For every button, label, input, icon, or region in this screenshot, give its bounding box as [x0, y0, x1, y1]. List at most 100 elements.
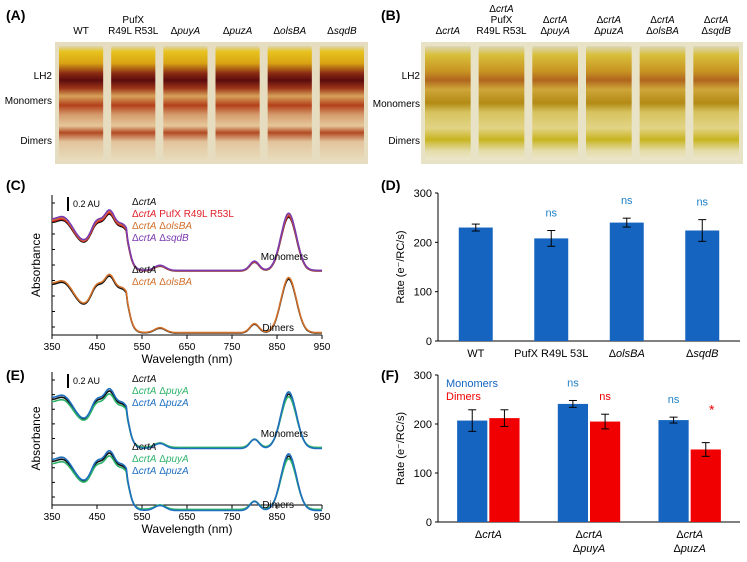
x-category-label-2-line-0: ΔcrtA [676, 529, 703, 541]
significance-label: ns [621, 195, 633, 207]
spectrum-dimers-1 [51, 273, 322, 334]
x-tick-label: 750 [224, 342, 241, 353]
spectrum-monomers-2 [52, 388, 322, 450]
bar-2-1 [690, 449, 721, 522]
gel-b-lane-label-1-line-0: ΔcrtA [489, 4, 514, 15]
significance-label: ns [599, 391, 611, 403]
legend-dimers-0: ΔcrtA [132, 442, 157, 453]
gel-b-lane-label-4-line-0: ΔcrtA [650, 15, 675, 26]
significance-label: * [709, 402, 715, 418]
scale-bar-label: 0.2 AU [73, 199, 100, 209]
gel-b-band-label-dimers: Dimers [388, 136, 420, 147]
gel-b-lane-label-2-line-1: ΔpuyA [540, 26, 570, 37]
x-axis-label: Wavelength (nm) [142, 352, 233, 366]
x-category-label-2-line-0: ΔolsBA [609, 348, 645, 360]
gel-b-lane-label-4-line-1: ΔolsBA [646, 26, 679, 37]
group-label-dimers: Dimers [262, 500, 294, 511]
bar-0-0 [458, 227, 493, 341]
gel-a-image [55, 42, 368, 164]
y-tick-label: 300 [414, 188, 432, 200]
gel-b-lane-label-5-line-0: ΔcrtA [704, 15, 729, 26]
x-category-label-0-line-0: WT [467, 348, 484, 360]
bar-3-0 [685, 230, 720, 341]
chart-d: 0 100 200 300 Rate (e⁻/RC/s) WT ns PufX R49L 53… [395, 188, 740, 360]
legend-monomers-3: ΔcrtA ΔsqdB [132, 233, 189, 244]
gel-b-image [421, 42, 743, 164]
x-category-label-1-line-0: ΔcrtA [576, 529, 603, 541]
significance-label: ns [567, 377, 579, 389]
bar-0-0 [457, 420, 488, 522]
spectrum-monomers-3 [52, 209, 322, 272]
y-tick-label: 100 [414, 468, 432, 480]
scale-bar-label: 0.2 AU [73, 376, 100, 386]
gel-a-band-label-monomers: Monomers [5, 96, 52, 107]
legend-dimers: Dimers [446, 391, 481, 403]
y-tick-label: 300 [414, 370, 432, 382]
x-tick-label: 750 [224, 512, 241, 523]
gel-b-lane-label-5-line-1: ΔsqdB [701, 26, 731, 37]
gel-b-lane-label-1-line-1: PufX [491, 15, 513, 26]
x-category-label-0-line-0: ΔcrtA [475, 529, 502, 541]
gel-b-lane-5 [693, 46, 739, 160]
x-tick-label: 850 [269, 342, 286, 353]
x-tick-label: 550 [134, 342, 151, 353]
gel-a-lane-label-5-line-0: ΔsqdB [327, 26, 357, 37]
y-tick-label: 0 [426, 336, 432, 348]
panel-label-b: (B) [381, 7, 400, 23]
gel-a-band-label-lh2: LH2 [34, 71, 53, 82]
x-axis-label: Wavelength (nm) [142, 522, 233, 536]
legend-monomers-0: ΔcrtA [132, 374, 157, 385]
spectrum-dimers-2 [52, 450, 322, 512]
bar-0-1 [489, 418, 520, 522]
panel-label-c: (C) [6, 177, 25, 193]
chart-f: 0 100 200 300 Rate (e⁻/RC/s) ΔcrtA ns ns ΔcrtA Δp… [395, 370, 740, 555]
gel-b-band-label-lh2: LH2 [402, 71, 421, 82]
x-tick-label: 850 [269, 512, 286, 523]
y-axis-label: Absorbance [29, 233, 43, 297]
legend-monomers-0: ΔcrtA [132, 197, 157, 208]
legend-monomers-1: ΔcrtA PufX R49L R53L [132, 209, 234, 220]
panel-label-a: (A) [6, 7, 25, 23]
gel-b-lane-1 [478, 46, 525, 160]
gel-a-lane-4 [267, 46, 312, 160]
chart-e: 350 450 550 650 750 850 950 Wavelength (nm) Abso… [29, 372, 331, 536]
x-tick-label: 450 [89, 342, 106, 353]
y-tick-label: 200 [414, 419, 432, 431]
x-tick-label: 950 [314, 512, 331, 523]
bar-1-0 [557, 403, 588, 522]
legend-monomers-1: ΔcrtA ΔpuyA [132, 386, 189, 397]
gel-a-lane-3 [215, 46, 260, 160]
y-tick-label: 0 [426, 517, 432, 529]
legend-dimers-2: ΔcrtA ΔpuzA [132, 466, 189, 477]
bar-1-0 [534, 238, 569, 341]
gel-b-lane-3 [586, 46, 632, 160]
significance-label: ns [696, 197, 708, 209]
gel-a-lane-1 [111, 46, 156, 160]
y-axis-label: Rate (e⁻/RC/s) [395, 412, 407, 485]
legend-dimers-0: ΔcrtA [132, 265, 157, 276]
y-axis-label: Absorbance [29, 406, 43, 470]
bar-1-1 [590, 421, 621, 522]
x-tick-label: 950 [314, 342, 331, 353]
gel-a-lane-2 [163, 46, 208, 160]
significance-label: ns [668, 394, 680, 406]
y-tick-label: 100 [414, 287, 432, 299]
x-category-label-1-line-1: ΔpuyA [573, 543, 605, 555]
gel-b-lane-label-3-line-0: ΔcrtA [597, 15, 622, 26]
legend-monomers-2: ΔcrtA ΔpuzA [132, 398, 189, 409]
gel-a-lane-label-2-line-0: ΔpuyA [171, 26, 201, 37]
gel-b-lane-0 [425, 46, 471, 160]
group-label-monomers: Monomers [261, 252, 308, 263]
gel-a-band-label-dimers: Dimers [20, 136, 52, 147]
gel-b-lane-label-3-line-1: ΔpuzA [594, 26, 624, 37]
gel-a-lane-5 [319, 46, 364, 160]
legend-monomers-2: ΔcrtA ΔolsBA [132, 221, 192, 232]
gel-b-lane-label-1-line-2: R49L R53L [476, 26, 527, 37]
panel-label-e: (E) [6, 367, 25, 383]
bar-2-0 [658, 420, 689, 522]
gel-a-lane-label-0-line-0: WT [73, 26, 89, 37]
gel-a-lane-label-1-line-0: PufX [122, 15, 144, 26]
gel-b-lane-label-2-line-0: ΔcrtA [543, 15, 568, 26]
